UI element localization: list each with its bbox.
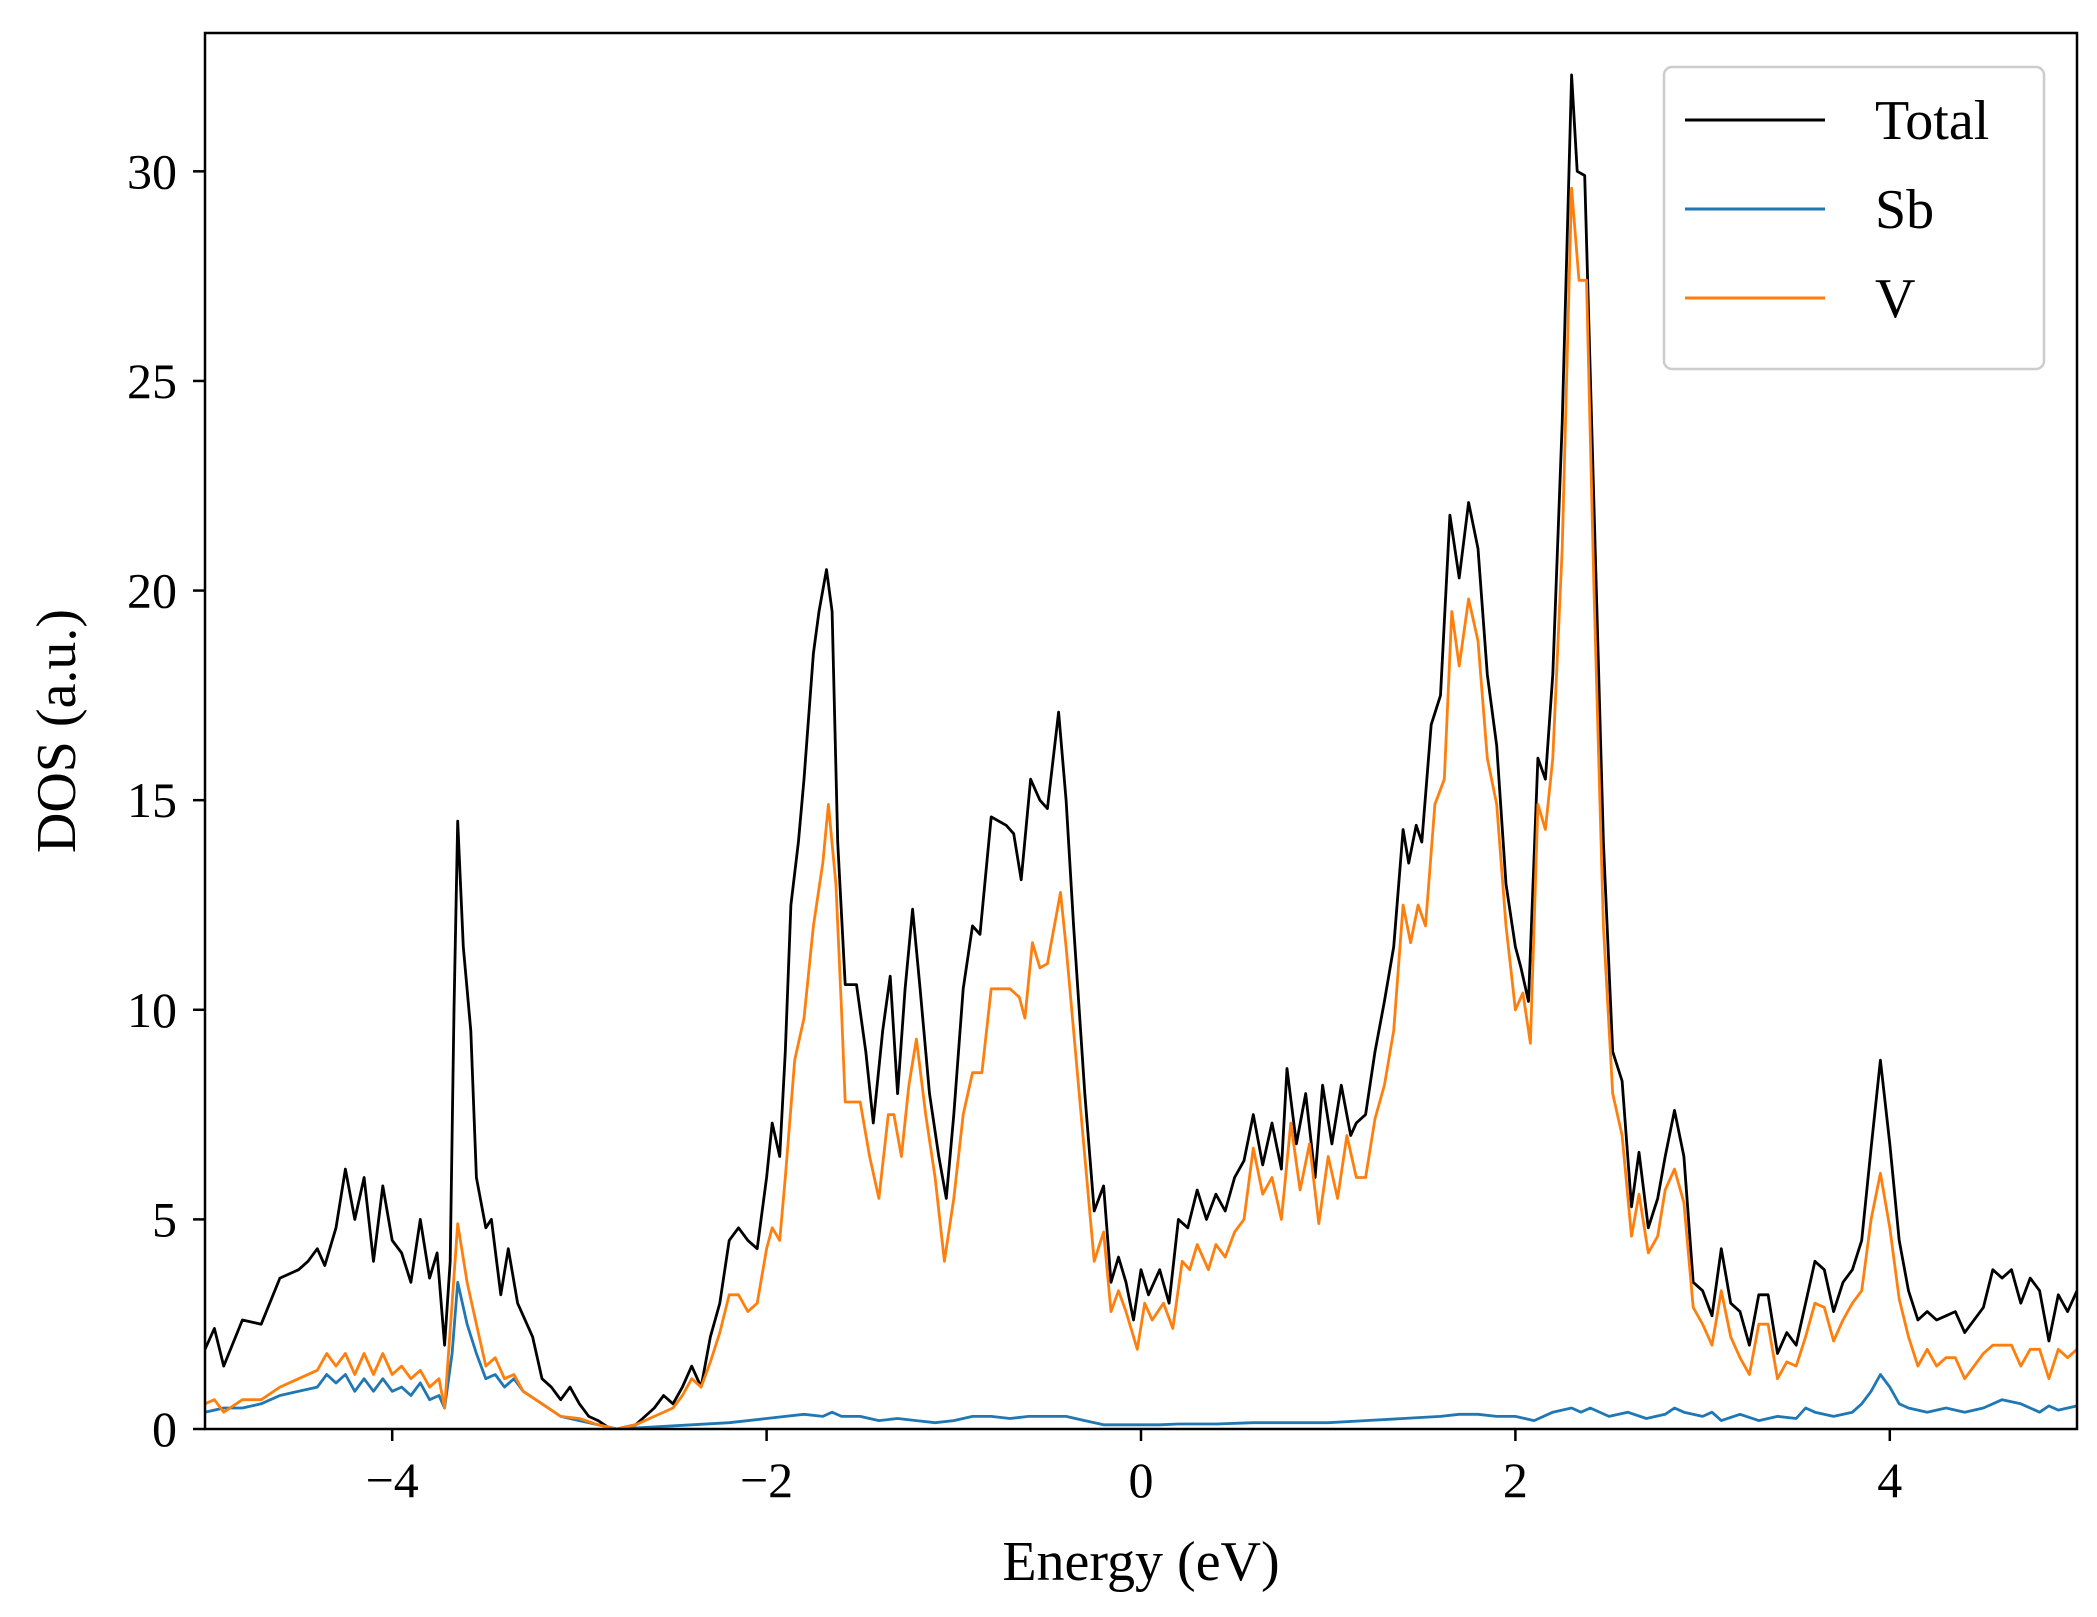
legend-label-total: Total [1875, 90, 1989, 152]
x-tick-label: 4 [1877, 1452, 1902, 1508]
x-axis-label: Energy (eV) [1002, 1531, 1279, 1593]
y-tick-label: 30 [127, 143, 177, 199]
y-tick-label: 25 [127, 353, 177, 409]
x-axis: −4 −2 0 2 4 [366, 1429, 1902, 1508]
series-line-sb [205, 1280, 2077, 1429]
series-layer [205, 73, 2077, 1429]
series-line-v [205, 186, 2077, 1429]
legend: Total Sb V [1662, 65, 2046, 371]
y-axis-label: DOS (a.u.) [26, 609, 88, 853]
y-tick-label: 5 [152, 1191, 177, 1247]
y-tick-label: 0 [152, 1401, 177, 1457]
y-tick-label: 20 [127, 563, 177, 619]
y-tick-label: 10 [127, 982, 177, 1038]
x-tick-label: 0 [1129, 1452, 1154, 1508]
x-tick-label: −4 [366, 1452, 419, 1508]
x-tick-label: −2 [740, 1452, 793, 1508]
legend-box [1662, 65, 2046, 371]
legend-label-sb: Sb [1875, 179, 1934, 241]
x-tick-label: 2 [1503, 1452, 1528, 1508]
y-axis: 0 5 10 15 20 25 30 [127, 143, 205, 1457]
legend-label-v: V [1875, 268, 1915, 330]
series-line-total [205, 73, 2077, 1429]
y-tick-label: 15 [127, 772, 177, 828]
